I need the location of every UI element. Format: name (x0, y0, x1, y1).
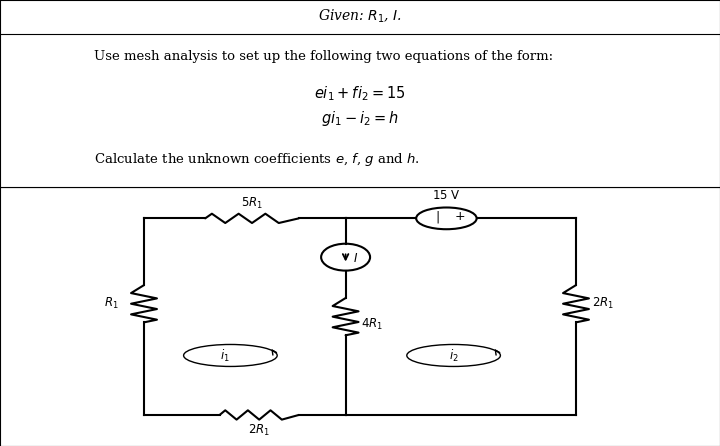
Text: $4R_1$: $4R_1$ (361, 317, 384, 332)
Text: $gi_1 - i_2 = h$: $gi_1 - i_2 = h$ (321, 108, 399, 128)
Text: $2R_1$: $2R_1$ (592, 296, 614, 311)
Text: $+$: $+$ (454, 210, 465, 223)
Text: $R_1$: $R_1$ (104, 296, 119, 311)
Text: $i_2$: $i_2$ (449, 347, 459, 363)
Text: Use mesh analysis to set up the following two equations of the form:: Use mesh analysis to set up the followin… (94, 50, 553, 63)
Text: $i_1$: $i_1$ (220, 347, 230, 363)
Text: $2R_1$: $2R_1$ (248, 423, 270, 438)
Text: $|$: $|$ (435, 209, 439, 225)
Text: $5R_1$: $5R_1$ (241, 196, 263, 211)
Text: $I$: $I$ (353, 252, 358, 265)
Text: Given: $R_1$, $I$.: Given: $R_1$, $I$. (318, 7, 402, 25)
Text: $15\ \mathrm{V}$: $15\ \mathrm{V}$ (432, 189, 461, 202)
Text: Calculate the unknown coefficients $e$, $f$, $g$ and $h$.: Calculate the unknown coefficients $e$, … (94, 151, 420, 168)
Text: $ei_1 + fi_2 = 15$: $ei_1 + fi_2 = 15$ (315, 84, 405, 103)
